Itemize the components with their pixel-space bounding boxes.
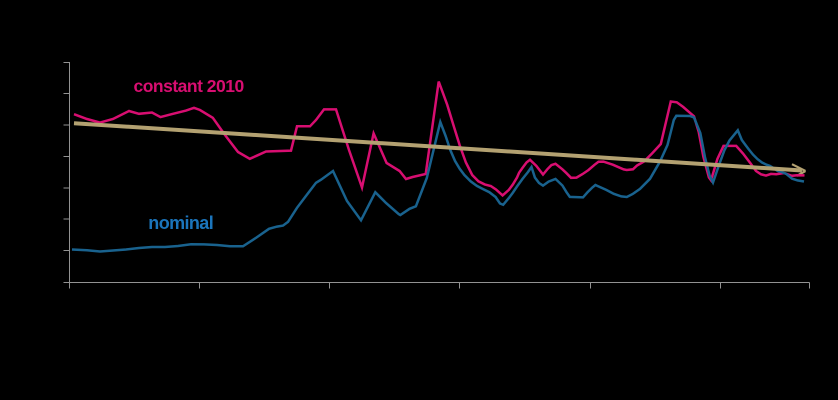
- svg-text:constant 2010: constant 2010: [134, 76, 245, 96]
- svg-text:nominal: nominal: [148, 213, 213, 233]
